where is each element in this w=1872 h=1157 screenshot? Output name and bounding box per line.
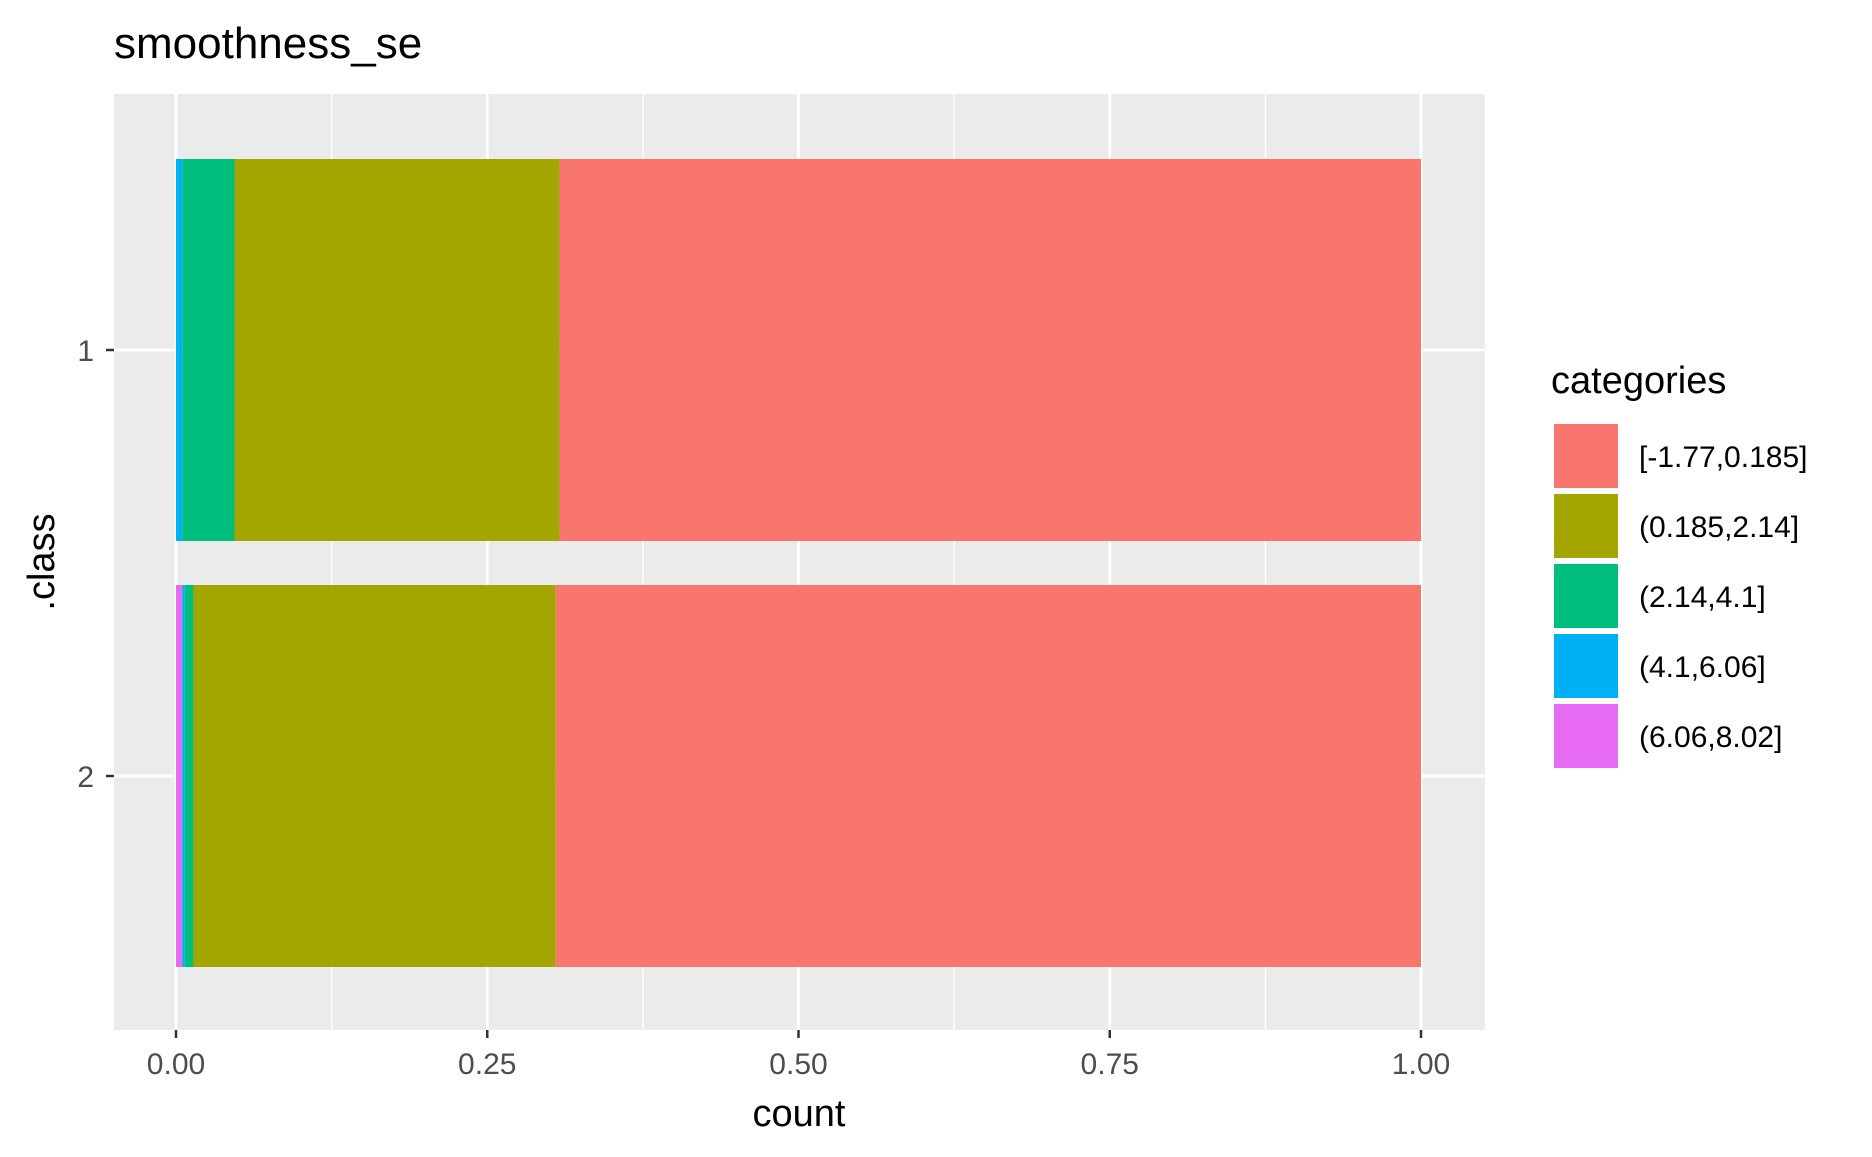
bar-segment-class-2 xyxy=(176,585,183,967)
y-axis-label: .class xyxy=(21,513,63,610)
bar-segment-class-2 xyxy=(184,585,194,967)
bar-segment-class-1 xyxy=(176,159,183,541)
bar-segment-class-1 xyxy=(559,159,1421,541)
bar-segment-class-2 xyxy=(182,585,185,967)
legend-key xyxy=(1552,632,1620,700)
axes: 0.00 0.25 0.50 0.75 1.00 1 2 xyxy=(77,335,1450,1081)
bar-segment-class-2 xyxy=(555,585,1421,967)
legend-key xyxy=(1552,562,1620,630)
legend-label: [-1.77,0.185] xyxy=(1639,441,1807,474)
legend-title: categories xyxy=(1551,360,1726,402)
x-tick-label: 0.00 xyxy=(147,1048,205,1081)
legend-label: (2.14,4.1] xyxy=(1639,581,1766,614)
x-tick-label: 1.00 xyxy=(1392,1048,1450,1081)
legend-label: (4.1,6.06] xyxy=(1639,651,1766,684)
legend-label: (6.06,8.02] xyxy=(1639,721,1782,754)
x-tick-label: 0.50 xyxy=(769,1048,827,1081)
bar-segment-class-1 xyxy=(234,159,560,541)
legend-label: (0.185,2.14] xyxy=(1639,511,1799,544)
x-tick-label: 0.75 xyxy=(1081,1048,1139,1081)
x-tick-label: 0.25 xyxy=(458,1048,516,1081)
chart-title: smoothness_se xyxy=(114,19,422,68)
legend-key xyxy=(1552,422,1620,490)
y-tick-label: 2 xyxy=(77,761,94,794)
x-axis-label: count xyxy=(753,1093,846,1135)
bars xyxy=(176,159,1421,967)
bar-segment-class-2 xyxy=(193,585,556,967)
legend-key xyxy=(1552,492,1620,560)
y-tick-label: 1 xyxy=(77,335,94,368)
legend-key xyxy=(1552,702,1620,770)
legend: categories [-1.77,0.185] (0.185,2.14] (2.1… xyxy=(1551,360,1807,770)
bar-segment-class-1 xyxy=(182,159,235,541)
